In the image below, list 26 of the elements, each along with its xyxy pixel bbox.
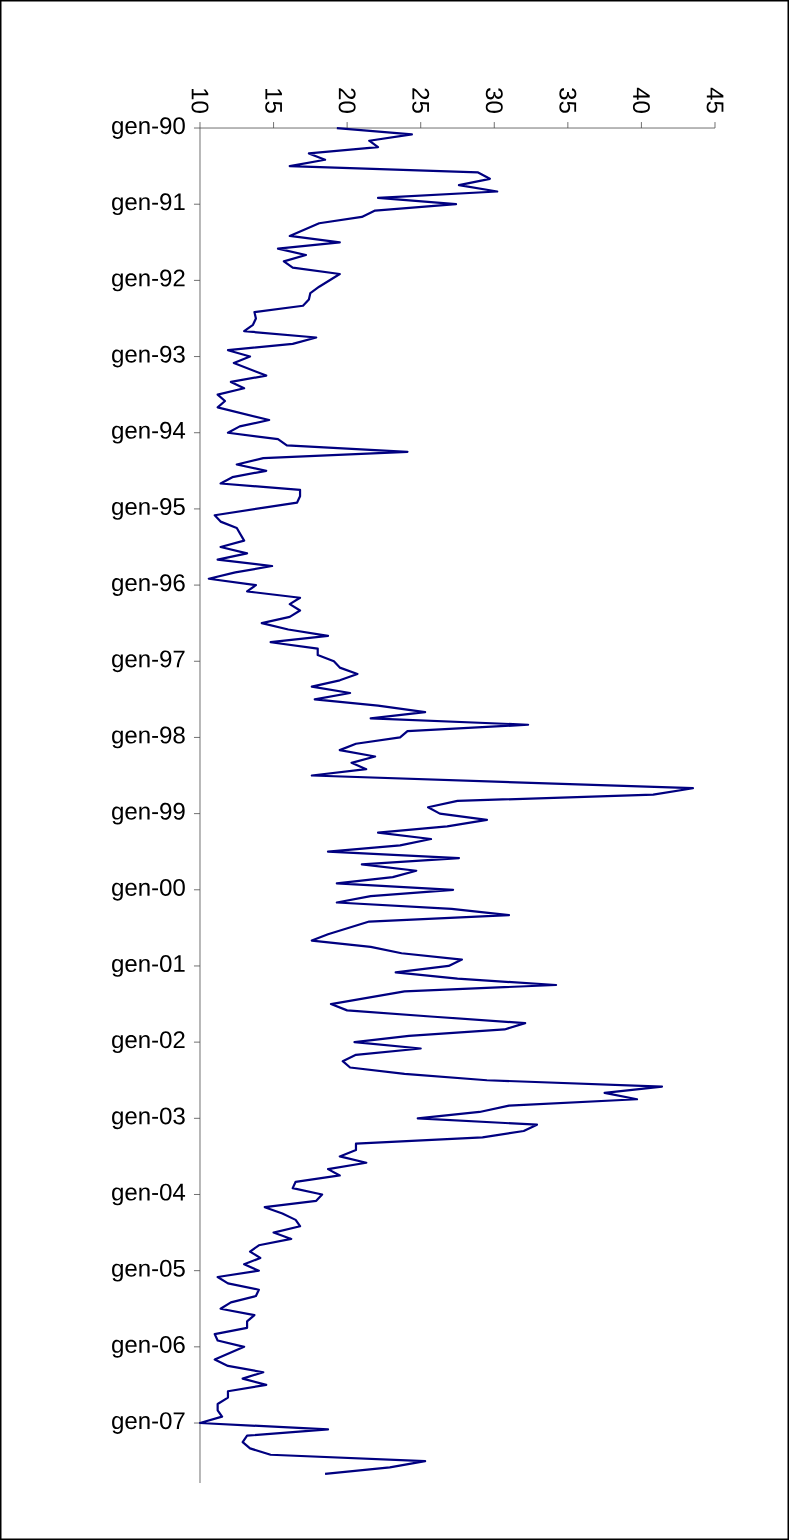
y-tick-label: gen-02 <box>112 1031 185 1054</box>
y-tick-label: gen-03 <box>112 1107 185 1130</box>
x-tick-label: 10 <box>191 88 209 113</box>
y-tick-label: gen-98 <box>112 726 185 749</box>
y-tick-label: gen-04 <box>112 1183 186 1206</box>
x-tick-label: 30 <box>485 88 503 113</box>
x-tick-label: 15 <box>265 88 282 113</box>
y-tick-label: gen-99 <box>112 802 185 825</box>
y-tick-label: gen-91 <box>112 193 185 216</box>
x-tick-label: 35 <box>559 88 577 113</box>
y-tick-label: gen-01 <box>112 955 185 977</box>
y-tick-label: gen-05 <box>112 1259 185 1282</box>
x-tick-label: 40 <box>632 87 650 113</box>
x-tick-label: 20 <box>338 88 356 113</box>
y-tick-label: gen-90 <box>112 117 185 139</box>
y-tick-label: gen-07 <box>112 1412 185 1434</box>
y-tick-label: gen-94 <box>112 421 186 444</box>
y-tick-label: gen-06 <box>112 1335 185 1358</box>
y-tick-label: gen-97 <box>112 650 185 673</box>
x-tick-label: 25 <box>412 88 430 113</box>
y-tick-label: gen-92 <box>112 269 185 292</box>
y-tick-label: gen-95 <box>112 498 185 520</box>
y-tick-label: gen-96 <box>112 574 185 596</box>
y-tick-label: gen-00 <box>112 878 185 901</box>
y-tick-label: gen-93 <box>112 345 185 368</box>
x-tick-label: 45 <box>706 87 724 113</box>
